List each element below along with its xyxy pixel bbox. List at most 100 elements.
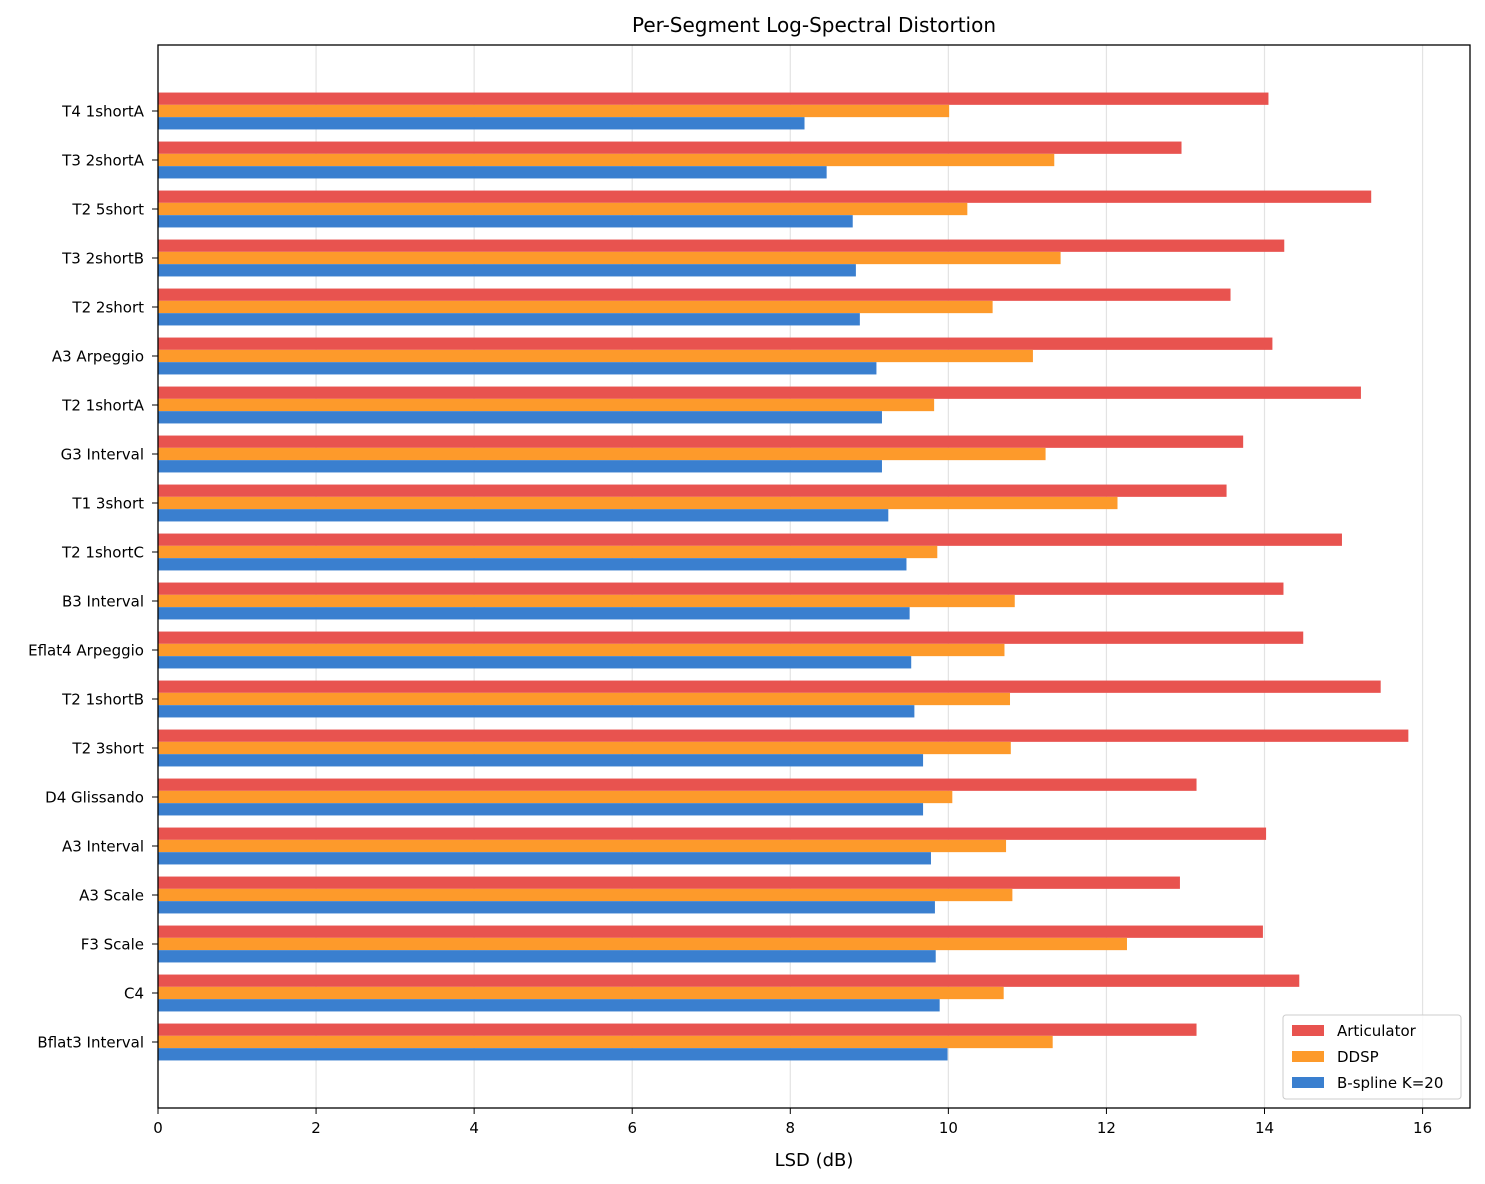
legend-label-2: B-spline K=20 bbox=[1337, 1074, 1443, 1092]
legend: Articulator DDSP B-spline K=20 bbox=[1282, 1014, 1462, 1100]
category-label-11: Eflat4 Arpeggio bbox=[28, 642, 144, 660]
bar-2-10 bbox=[158, 607, 910, 620]
x-tick-label-4: 8 bbox=[786, 1119, 796, 1137]
x-axis-ticks: 0 2 4 6 8 10 12 14 16 bbox=[153, 1108, 1432, 1137]
category-label-1: T3 2shortA bbox=[61, 152, 145, 170]
category-label-5: A3 Arpeggio bbox=[52, 348, 144, 366]
bar-0-2 bbox=[158, 190, 1372, 203]
legend-swatch-2 bbox=[1292, 1077, 1324, 1088]
bar-2-12 bbox=[158, 705, 915, 718]
category-label-14: D4 Glissando bbox=[45, 789, 144, 807]
bar-0-10 bbox=[158, 582, 1284, 595]
category-label-9: T2 1shortC bbox=[61, 544, 144, 562]
bar-1-5 bbox=[158, 349, 1033, 363]
bar-1-18 bbox=[158, 986, 1004, 1000]
bar-2-3 bbox=[158, 264, 856, 277]
legend-label-1: DDSP bbox=[1337, 1048, 1379, 1066]
bar-0-5 bbox=[158, 337, 1273, 350]
bar-2-7 bbox=[158, 460, 882, 473]
bars bbox=[158, 92, 1409, 1061]
category-label-6: T2 1shortA bbox=[61, 397, 145, 415]
bar-0-13 bbox=[158, 729, 1409, 742]
bar-2-16 bbox=[158, 901, 935, 914]
bar-0-15 bbox=[158, 827, 1267, 840]
bar-2-9 bbox=[158, 558, 907, 571]
bar-2-0 bbox=[158, 117, 805, 130]
bar-2-17 bbox=[158, 950, 936, 963]
bar-1-16 bbox=[158, 888, 1013, 902]
bar-1-14 bbox=[158, 790, 953, 804]
bar-2-6 bbox=[158, 411, 882, 424]
bar-1-4 bbox=[158, 300, 993, 314]
bar-2-14 bbox=[158, 803, 924, 816]
bar-1-12 bbox=[158, 692, 1011, 706]
bar-1-0 bbox=[158, 104, 950, 118]
bar-1-15 bbox=[158, 839, 1007, 853]
bar-1-9 bbox=[158, 545, 938, 559]
bar-0-4 bbox=[158, 288, 1231, 301]
bar-1-2 bbox=[158, 202, 968, 216]
category-label-17: F3 Scale bbox=[81, 936, 144, 954]
category-label-10: B3 Interval bbox=[62, 593, 144, 611]
bar-0-18 bbox=[158, 974, 1300, 987]
bar-1-7 bbox=[158, 447, 1046, 461]
category-label-16: A3 Scale bbox=[79, 887, 144, 905]
category-label-0: T4 1shortA bbox=[61, 103, 145, 121]
bar-0-16 bbox=[158, 876, 1180, 889]
bar-0-1 bbox=[158, 141, 1182, 154]
bar-2-2 bbox=[158, 215, 853, 228]
bar-0-17 bbox=[158, 925, 1263, 938]
bar-1-13 bbox=[158, 741, 1011, 755]
bar-2-1 bbox=[158, 166, 827, 179]
bar-1-8 bbox=[158, 496, 1118, 510]
category-label-2: T2 5short bbox=[71, 201, 144, 219]
bar-0-12 bbox=[158, 680, 1381, 693]
x-tick-label-5: 10 bbox=[939, 1119, 958, 1137]
bar-0-7 bbox=[158, 435, 1244, 448]
x-tick-label-8: 16 bbox=[1413, 1119, 1432, 1137]
bar-0-6 bbox=[158, 386, 1361, 399]
bar-0-3 bbox=[158, 239, 1285, 252]
bar-0-8 bbox=[158, 484, 1227, 497]
bar-2-11 bbox=[158, 656, 912, 669]
bar-1-10 bbox=[158, 594, 1015, 608]
bar-0-11 bbox=[158, 631, 1304, 644]
legend-swatch-0 bbox=[1292, 1025, 1324, 1036]
bar-1-1 bbox=[158, 153, 1055, 167]
bar-2-19 bbox=[158, 1048, 948, 1061]
x-tick-label-7: 14 bbox=[1255, 1119, 1274, 1137]
category-label-13: T2 3short bbox=[71, 740, 144, 758]
x-axis-label: LSD (dB) bbox=[775, 1150, 854, 1171]
y-axis-ticks: T4 1shortA T3 2shortA T2 5short T3 2shortB T… bbox=[28, 103, 158, 1052]
legend-box bbox=[1282, 1014, 1462, 1100]
category-label-18: C4 bbox=[124, 985, 144, 1003]
category-label-4: T2 2short bbox=[71, 299, 144, 317]
bar-1-6 bbox=[158, 398, 935, 412]
bar-2-8 bbox=[158, 509, 889, 522]
category-label-3: T3 2shortB bbox=[61, 250, 144, 268]
bar-1-11 bbox=[158, 643, 1005, 657]
x-tick-label-6: 12 bbox=[1097, 1119, 1116, 1137]
legend-label-0: Articulator bbox=[1337, 1022, 1417, 1040]
bar-1-17 bbox=[158, 937, 1127, 951]
bar-2-15 bbox=[158, 852, 931, 865]
x-tick-label-2: 4 bbox=[469, 1119, 479, 1137]
x-tick-label-1: 2 bbox=[311, 1119, 321, 1137]
bar-2-5 bbox=[158, 362, 877, 375]
bar-0-0 bbox=[158, 92, 1269, 105]
bar-0-9 bbox=[158, 533, 1342, 546]
x-tick-label-0: 0 bbox=[153, 1119, 163, 1137]
bar-1-19 bbox=[158, 1035, 1053, 1049]
legend-swatch-1 bbox=[1292, 1051, 1324, 1062]
bar-0-14 bbox=[158, 778, 1197, 791]
x-tick-label-3: 6 bbox=[627, 1119, 637, 1137]
category-label-19: Bflat3 Interval bbox=[37, 1034, 144, 1052]
category-label-12: T2 1shortB bbox=[61, 691, 144, 709]
bar-1-3 bbox=[158, 251, 1061, 265]
category-label-15: A3 Interval bbox=[62, 838, 144, 856]
bar-0-19 bbox=[158, 1023, 1197, 1036]
category-label-7: G3 Interval bbox=[61, 446, 144, 464]
plot-frame bbox=[157, 44, 1471, 1109]
category-label-8: T1 3short bbox=[71, 495, 144, 513]
